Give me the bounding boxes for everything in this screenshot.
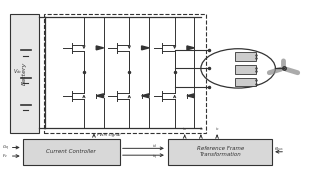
Text: $i_c$: $i_c$ [215,125,219,133]
FancyBboxPatch shape [235,78,256,86]
FancyBboxPatch shape [235,52,256,61]
Text: Current Controller: Current Controller [46,149,96,154]
FancyBboxPatch shape [10,14,39,133]
Text: $i_a$: $i_a$ [182,125,187,133]
Polygon shape [142,94,149,98]
Text: $\theta_{bus}$: $\theta_{bus}$ [274,145,284,153]
Polygon shape [187,46,194,50]
FancyBboxPatch shape [168,139,272,165]
Text: PWM signal: PWM signal [97,133,121,137]
Text: $F_v$: $F_v$ [2,152,8,160]
Polygon shape [96,94,104,98]
FancyBboxPatch shape [235,65,256,74]
Text: Battery: Battery [22,62,27,85]
Polygon shape [96,46,104,50]
Text: $i_q$: $i_q$ [152,153,157,161]
FancyArrowPatch shape [286,69,298,73]
Text: $G_q$: $G_q$ [2,143,8,152]
FancyArrowPatch shape [269,69,281,73]
Text: Reference Frame
Transformation: Reference Frame Transformation [197,146,244,157]
Polygon shape [142,46,149,50]
Text: $V_{dc}$: $V_{dc}$ [13,67,22,76]
Polygon shape [187,94,194,98]
FancyBboxPatch shape [23,139,120,165]
Text: $i_b$: $i_b$ [199,125,203,133]
Text: $i_d$: $i_d$ [152,142,157,150]
